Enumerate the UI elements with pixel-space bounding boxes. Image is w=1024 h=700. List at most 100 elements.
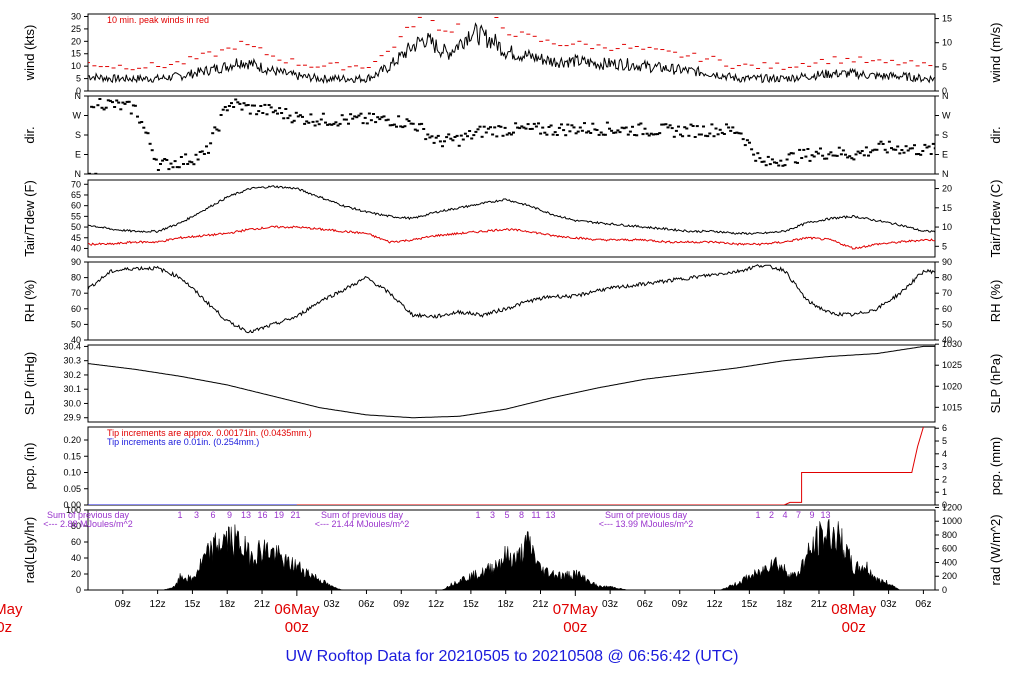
dir-point: [798, 148, 802, 151]
dir-point: [401, 126, 405, 129]
dir-point: [242, 102, 246, 105]
xtick-label: 12z: [706, 599, 722, 610]
dir-point: [369, 119, 373, 122]
dir-point: [674, 129, 678, 132]
dir-point: [699, 133, 703, 136]
dir-point: [750, 148, 754, 151]
dir-point: [468, 130, 472, 132]
dir-point: [739, 132, 743, 135]
dir-point: [133, 104, 137, 107]
series-group-wind: [88, 16, 935, 85]
dir-point: [620, 126, 624, 129]
dir-point: [823, 157, 827, 160]
dir-point: [871, 149, 875, 152]
ytick-right-label: 400: [942, 557, 957, 567]
dir-point: [317, 123, 321, 126]
day-hour-label: 00z: [563, 619, 587, 636]
dir-point: [455, 134, 459, 137]
dir-point: [821, 154, 825, 157]
dir-point: [267, 104, 271, 106]
dir-point: [764, 164, 768, 167]
dir-point: [405, 118, 409, 121]
dir-point: [271, 111, 275, 114]
dir-point: [616, 129, 620, 132]
dir-point: [246, 104, 250, 106]
dir-point: [643, 127, 647, 130]
panel-frame-rh: [87, 261, 936, 341]
dir-point: [194, 153, 198, 156]
ytick-right-label: 1000: [942, 516, 962, 526]
rad-area-day-2: [441, 531, 628, 590]
dir-point: [334, 121, 338, 124]
dir-point: [841, 149, 845, 152]
panel-frame-wind: [87, 13, 936, 92]
series-group-rh: [88, 264, 935, 334]
dir-point: [743, 144, 747, 147]
dir-point: [520, 125, 524, 128]
dir-point: [94, 172, 98, 174]
ytick-label: N: [75, 91, 82, 101]
dir-point: [505, 133, 509, 136]
dir-point: [802, 148, 806, 151]
dir-point: [923, 143, 927, 146]
ytick-label: 60: [71, 537, 81, 547]
dir-point: [810, 154, 814, 157]
ytick-label: 45: [71, 233, 81, 243]
series-group-temp: [88, 185, 935, 250]
ytick-right-label: 3: [942, 462, 947, 472]
dir-point: [555, 134, 559, 136]
dir-point: [230, 102, 233, 105]
ytick-label: 10: [71, 61, 81, 71]
dir-point: [537, 122, 540, 125]
dir-point: [395, 125, 398, 128]
dir-point: [662, 123, 666, 126]
ylabel-right-pcp: pcp. (mm): [988, 437, 1003, 496]
dir-point: [298, 114, 302, 117]
dir-point: [342, 118, 346, 121]
dir-point: [215, 128, 219, 131]
dir-point: [491, 133, 495, 136]
dir-point: [894, 148, 898, 151]
ylabel-right-rad: rad (W/m^2): [988, 514, 1003, 585]
dir-point: [115, 99, 119, 102]
ylabel-right-slp: SLP (hPa): [988, 354, 1003, 414]
ytick-right-label: 60: [942, 304, 952, 314]
xtick-label: 09z: [393, 599, 409, 610]
dir-point: [336, 124, 340, 127]
dir-point: [773, 161, 776, 164]
ytick-label: 29.9: [63, 413, 81, 423]
dir-point: [574, 132, 578, 135]
ylabel-right-dir: dir.: [988, 126, 1003, 143]
dir-point: [833, 154, 837, 157]
dir-point: [420, 122, 424, 125]
dir-point: [668, 124, 672, 127]
dir-point: [716, 133, 720, 136]
panel-annotation-pcp: Tip increments are approx. 0.00171in. (0…: [107, 428, 312, 438]
dir-point: [332, 122, 336, 125]
dir-point: [121, 101, 125, 104]
dir-point: [933, 147, 935, 150]
dir-point: [349, 113, 353, 116]
dir-point: [929, 153, 933, 155]
rad-hour-mark: 9: [809, 510, 814, 520]
ytick-label: S: [75, 130, 81, 140]
series-group-dir: [88, 98, 935, 174]
dir-point: [108, 99, 112, 102]
ytick-label: 30.1: [63, 384, 81, 394]
dir-point: [263, 103, 267, 106]
dir-point: [453, 136, 457, 138]
dir-point: [524, 127, 528, 130]
dir-point: [917, 153, 921, 155]
dir-point: [509, 133, 513, 136]
page-footer-title: UW Rooftop Data for 20210505 to 20210508…: [285, 648, 739, 665]
dir-point: [142, 126, 146, 129]
dir-point: [656, 133, 660, 136]
dir-point: [789, 152, 793, 155]
ytick-label: 70: [71, 179, 81, 189]
dir-point: [426, 133, 430, 136]
ytick-right-label: 1015: [942, 402, 962, 412]
rad-hour-mark: 1: [755, 510, 760, 520]
dir-point: [660, 123, 664, 126]
ytick-label: 0.05: [63, 484, 81, 494]
dir-point: [202, 153, 206, 155]
